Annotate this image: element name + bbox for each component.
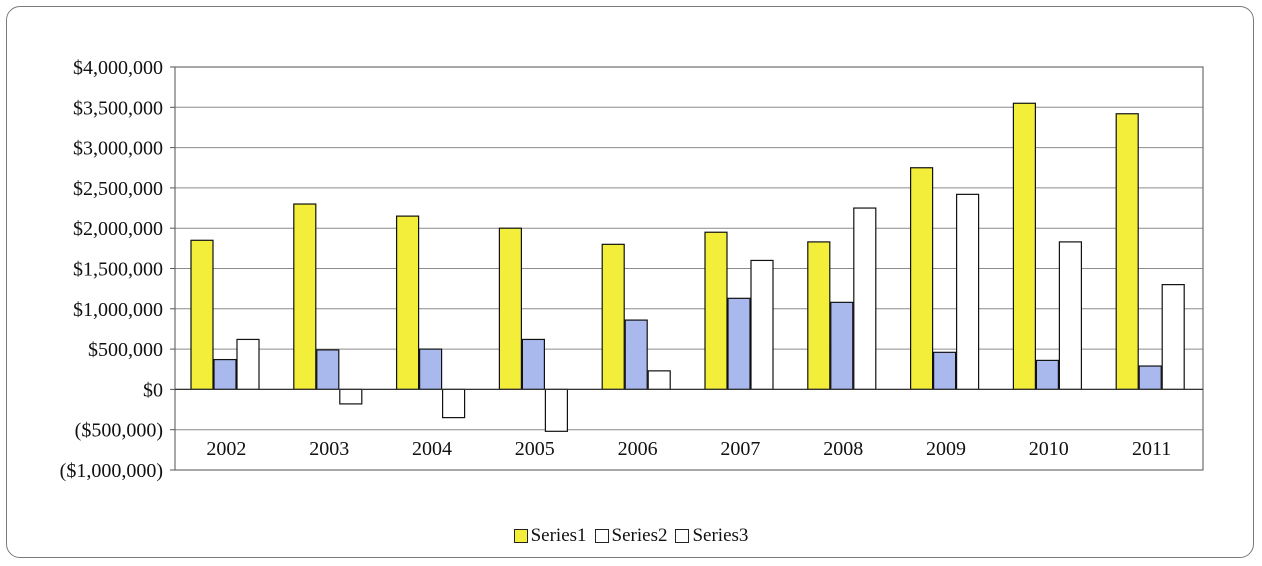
bar-series3-2003 (339, 388, 363, 405)
chart-frame (6, 6, 1254, 558)
bar-series1-2002 (190, 239, 214, 390)
x-tick-label: 2010 (1029, 438, 1069, 460)
bar-series2-2006 (624, 319, 648, 391)
legend-label-series2: Series2 (611, 525, 668, 546)
bar-series2-2002 (213, 358, 237, 391)
bar-series3-2006 (647, 370, 671, 390)
bar-series1-2005 (498, 227, 522, 390)
y-tick-label: ($500,000) (75, 420, 163, 442)
chart-legend: Series1 Series2 Series3 (0, 525, 1262, 547)
y-tick-label: $4,000,000 (73, 57, 163, 79)
bar-series1-2006 (601, 243, 625, 391)
x-tick-label: 2005 (515, 438, 555, 460)
x-tick-label: 2011 (1132, 438, 1171, 460)
y-tick-label: $2,500,000 (73, 178, 163, 200)
y-tick-label: $0 (143, 379, 163, 401)
y-tick-label: $2,000,000 (73, 218, 163, 240)
legend-label-series3: Series3 (692, 525, 749, 546)
bar-series3-2004 (442, 388, 466, 419)
bar-series1-2004 (396, 215, 420, 390)
legend-label-series1: Series1 (530, 525, 587, 546)
bar-series3-2008 (853, 207, 877, 391)
bar-series3-2011 (1161, 284, 1185, 390)
bar-series2-2010 (1035, 359, 1060, 391)
y-tick-label: ($1,000,000) (60, 460, 163, 482)
legend-item-series1: Series1 (513, 525, 587, 547)
bar-series3-2010 (1058, 241, 1083, 390)
bar-series1-2008 (807, 241, 831, 390)
bar-series3-2007 (750, 259, 774, 391)
bar-series2-2003 (316, 349, 340, 391)
x-tick-label: 2009 (926, 438, 966, 460)
x-tick-label: 2007 (720, 438, 760, 460)
bar-series1-2010 (1012, 102, 1037, 391)
y-tick-label: $1,500,000 (73, 259, 163, 281)
legend-swatch-series3 (675, 529, 690, 543)
bar-series2-2004 (419, 348, 443, 391)
bar-series2-2005 (521, 338, 546, 391)
y-tick-label: $1,000,000 (73, 299, 163, 321)
y-tick-label: $3,500,000 (73, 97, 163, 119)
x-tick-label: 2004 (412, 438, 452, 460)
x-tick-label: 2003 (309, 438, 349, 460)
legend-swatch-series2 (594, 529, 609, 543)
x-tick-label: 2008 (823, 438, 863, 460)
legend-swatch-series1 (513, 529, 528, 543)
bar-series2-2011 (1138, 365, 1162, 391)
bar-series2-2009 (932, 351, 957, 391)
y-tick-label: $500,000 (88, 339, 163, 361)
legend-item-series3: Series3 (675, 525, 748, 547)
bar-series2-2007 (727, 297, 751, 390)
bar-series3-2002 (236, 338, 260, 391)
bar-series3-2009 (955, 193, 980, 391)
x-tick-label: 2006 (618, 438, 658, 460)
bar-series1-2011 (1115, 113, 1139, 391)
bar-series3-2005 (544, 388, 569, 432)
bar-series2-2008 (830, 301, 854, 390)
bar-series1-2003 (293, 203, 317, 391)
bar-series1-2009 (909, 167, 934, 390)
y-tick-label: $3,000,000 (73, 138, 163, 160)
x-tick-label: 2002 (206, 438, 246, 460)
legend-item-series2: Series2 (594, 525, 668, 547)
bar-series1-2007 (704, 231, 728, 390)
